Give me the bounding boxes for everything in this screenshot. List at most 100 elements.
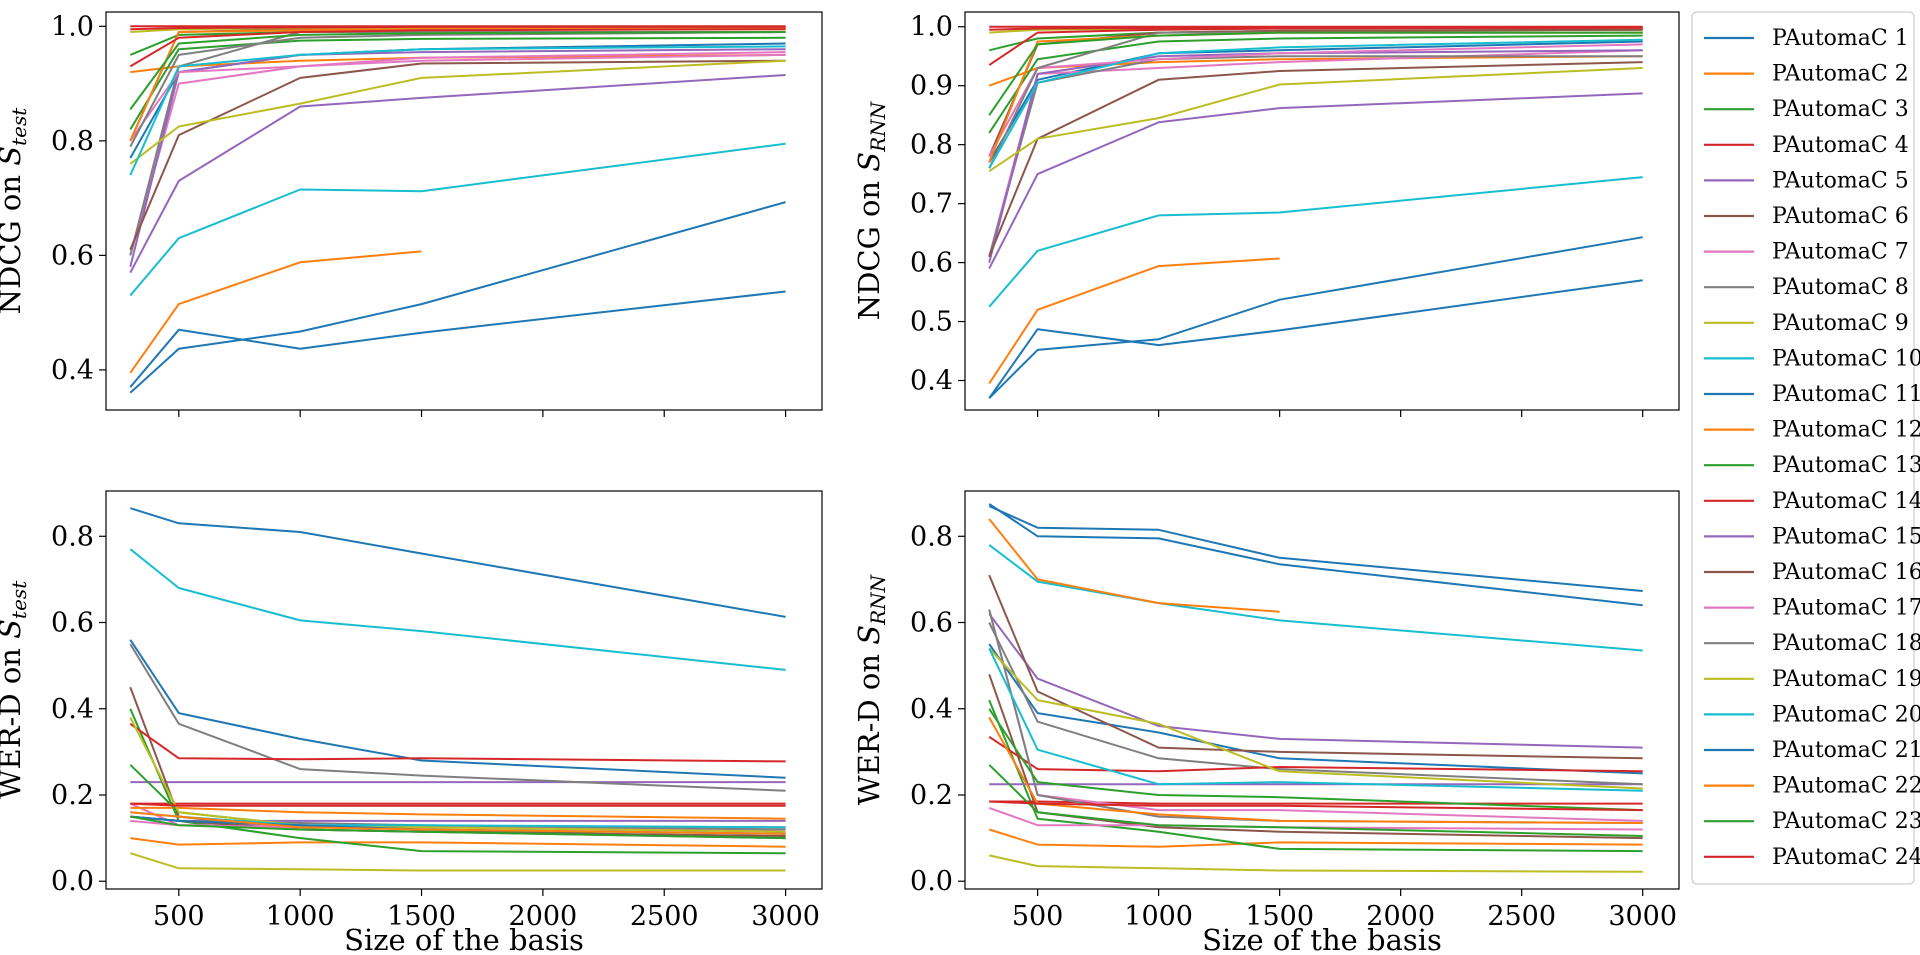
x-tick-label: 1000 [266, 901, 335, 932]
legend-label: PAutomaC 16 [1772, 560, 1920, 585]
legend-entry: PAutomaC 10 [1704, 346, 1920, 371]
series-line-13 [129, 36, 786, 130]
y-tick-label: 0.4 [910, 694, 953, 725]
series-line-23 [130, 815, 786, 840]
legend-label: PAutomaC 13 [1772, 453, 1920, 478]
legend-label: PAutomaC 10 [1772, 346, 1920, 371]
legend-entry: PAutomaC 7 [1704, 240, 1909, 265]
series-line-16 [988, 574, 1643, 760]
legend-entry: PAutomaC 5 [1704, 168, 1909, 193]
y-tick-label: 0.0 [910, 866, 953, 897]
series-line-21 [129, 201, 786, 394]
legend-label: PAutomaC 20 [1772, 702, 1920, 727]
series-line-12 [988, 518, 1280, 613]
series-line-1 [988, 643, 1643, 775]
legend-entry: PAutomaC 8 [1704, 275, 1909, 300]
series-line-11 [988, 505, 1643, 592]
x-tick-label: 500 [153, 901, 205, 932]
series-line-13 [988, 764, 1643, 837]
legend-entry: PAutomaC 2 [1704, 62, 1909, 87]
legend-label: PAutomaC 18 [1772, 631, 1920, 656]
legend-label: PAutomaC 9 [1772, 311, 1909, 336]
series-group [988, 503, 1643, 873]
series-line-3 [129, 708, 786, 855]
series-line-20 [988, 647, 1643, 792]
series-line-11 [988, 236, 1643, 399]
y-tick-label: 0.7 [910, 189, 953, 220]
legend-label: PAutomaC 7 [1772, 240, 1909, 265]
y-label-symbol: S [852, 625, 886, 645]
legend-label: PAutomaC 4 [1772, 133, 1909, 158]
legend-label: PAutomaC 2 [1772, 62, 1909, 87]
legend-entry: PAutomaC 20 [1704, 702, 1920, 727]
series-line-9 [130, 852, 786, 872]
legend-label: PAutomaC 14 [1772, 489, 1920, 514]
series-line-7 [129, 53, 786, 256]
axes-frame [964, 11, 1680, 411]
legend-label: PAutomaC 17 [1772, 596, 1920, 621]
series-line-2 [130, 837, 786, 848]
x-tick-label: 2000 [1366, 901, 1435, 932]
legend-entry: PAutomaC 15 [1704, 524, 1920, 549]
legend-entry: PAutomaC 12 [1704, 418, 1920, 443]
legend-entry: PAutomaC 4 [1704, 133, 1909, 158]
legend-entry: PAutomaC 23 [1704, 809, 1920, 834]
legend-entry: PAutomaC 17 [1704, 596, 1920, 621]
y-tick-label: 0.2 [51, 780, 94, 811]
series-group [129, 25, 786, 394]
legend-label: PAutomaC 11 [1772, 382, 1920, 407]
x-tick-label: 1000 [1124, 901, 1193, 932]
legend-label: PAutomaC 8 [1772, 275, 1909, 300]
series-line-19 [129, 59, 786, 165]
series-line-19 [988, 647, 1643, 790]
x-tick-label: 3000 [751, 901, 820, 932]
x-tick-label: 1500 [387, 901, 456, 932]
y-axis-label: WER-D on SRNN [852, 573, 890, 805]
series-line-24 [129, 28, 786, 68]
y-tick-label: 0.8 [51, 521, 94, 552]
axes-frame [964, 490, 1680, 890]
legend-label: PAutomaC 12 [1772, 418, 1920, 443]
series-line-21 [988, 279, 1643, 399]
series-line-10 [129, 142, 786, 297]
legend-entry: PAutomaC 16 [1704, 560, 1920, 585]
series-line-16 [129, 59, 786, 251]
series-line-20 [129, 45, 786, 176]
series-line-2 [988, 828, 1643, 848]
y-tick-label: 0.5 [910, 307, 953, 338]
series-line-17 [129, 51, 786, 142]
series-line-12 [988, 257, 1280, 385]
series-line-20 [988, 38, 1643, 169]
x-tick-label: 2000 [509, 901, 578, 932]
series-line-14 [988, 735, 1643, 773]
y-axis-label: NDCG on Stest [0, 107, 31, 315]
y-tick-label: 0.6 [51, 240, 94, 271]
y-axis-label: WER-D on Stest [0, 580, 31, 799]
legend-label: PAutomaC 22 [1772, 774, 1920, 799]
x-tick-label: 1500 [1245, 901, 1314, 932]
series-line-10 [129, 548, 786, 671]
subplot-werd-test: 0.0 0.2 0.4 0.6 0.8 500 1000 1500 2000 2500 3000 WE… [0, 490, 823, 932]
series-line-15 [988, 613, 1643, 749]
legend-label: PAutomaC 21 [1772, 738, 1920, 763]
legend-label: PAutomaC 19 [1772, 667, 1920, 692]
y-tick-label: 0.6 [910, 248, 953, 279]
y-tick-label: 0.6 [910, 608, 953, 639]
axes-frame [105, 490, 823, 890]
y-tick-label: 0.8 [51, 126, 94, 157]
legend-entry: PAutomaC 14 [1704, 489, 1920, 514]
legend-entry: PAutomaC 3 [1704, 97, 1909, 122]
series-line-11 [130, 507, 786, 618]
y-label-subscript: RNN [866, 573, 890, 626]
legend-entry: PAutomaC 24 [1704, 845, 1920, 870]
legend-label: PAutomaC 5 [1772, 168, 1909, 193]
legend-entry: PAutomaC 22 [1704, 774, 1920, 799]
series-line-15 [988, 49, 1643, 263]
legend-entry: PAutomaC 18 [1704, 631, 1920, 656]
y-tick-label: 0.8 [910, 130, 953, 161]
legend-label: PAutomaC 3 [1772, 97, 1909, 122]
series-line-24 [130, 802, 786, 807]
subplots-grid: 0.4 0.6 0.8 1.0 NDCG on Stest 0.4 0.5 0.6 0.7 0.8… [0, 11, 1680, 932]
series-line-24 [989, 800, 1643, 812]
y-tick-label: 1.0 [51, 11, 94, 42]
